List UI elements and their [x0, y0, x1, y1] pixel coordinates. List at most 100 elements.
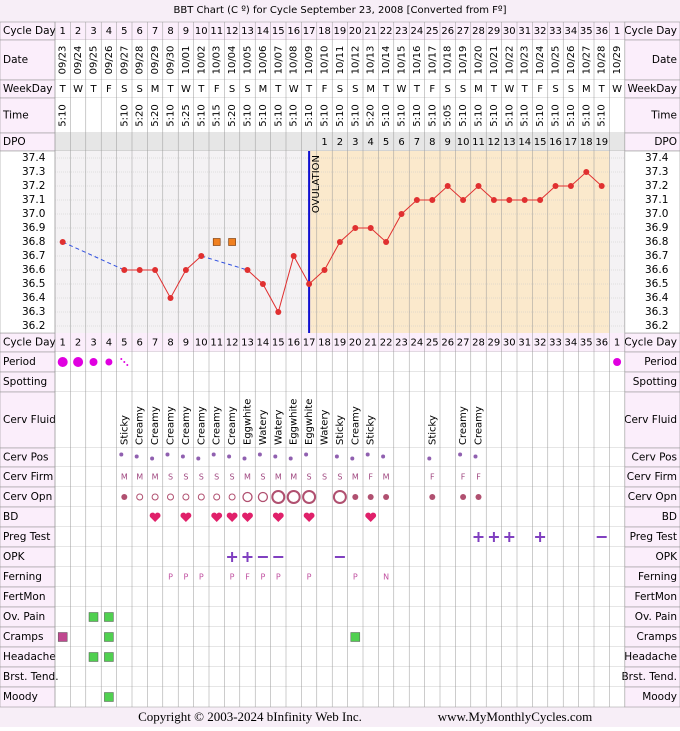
date: 10/24	[535, 46, 546, 75]
weekday: F	[214, 84, 220, 95]
date: 10/02	[196, 46, 207, 75]
cerv-firm: F	[461, 473, 466, 482]
dpo: 8	[429, 137, 435, 148]
weekday: W	[397, 84, 407, 95]
row-label: Preg Test	[630, 531, 677, 543]
cerv-pos-icon	[196, 456, 201, 461]
dpo: 11	[472, 137, 485, 148]
date: 09/26	[104, 46, 115, 75]
cerv-opn-icon	[302, 490, 317, 504]
cycle-day: 29	[488, 338, 501, 349]
ovulation-label: OVULATION	[311, 155, 322, 213]
row-bg	[55, 22, 625, 40]
excluded-point	[228, 238, 236, 246]
time: 5:25	[181, 104, 192, 126]
cycle-day: 9	[183, 338, 189, 349]
temperature-point	[537, 197, 544, 203]
cycle-day: 23	[395, 26, 408, 37]
dpo: 3	[352, 137, 358, 148]
cerv-fluid: Eggwhite	[289, 399, 300, 445]
time: 5:10	[397, 104, 408, 126]
symptom-icon	[104, 612, 114, 622]
y-tick-label: 36.8	[22, 236, 45, 248]
temperature-point	[552, 183, 559, 189]
date: 10/25	[551, 46, 562, 75]
cerv-opn-icon	[242, 491, 253, 503]
row-bg	[55, 647, 625, 667]
cerv-opn-icon	[332, 490, 347, 504]
time: 5:10	[304, 104, 315, 126]
row-label: Moody	[642, 691, 677, 703]
y-tick-label: 37.1	[22, 194, 45, 206]
opk-positive	[242, 552, 253, 562]
row-label: Ov. Pain	[3, 611, 45, 623]
time: 5:10	[335, 104, 346, 126]
cycle-day: 34	[565, 338, 578, 349]
row-label: BD	[662, 511, 677, 523]
row-label: DPO	[654, 136, 677, 148]
time: 5:20	[150, 104, 161, 126]
cerv-firm: M	[352, 473, 359, 482]
cerv-opn-icon	[182, 493, 190, 501]
bd-heart	[242, 512, 253, 522]
cerv-firm: F	[476, 473, 481, 482]
temperature-point	[444, 183, 451, 189]
time: 5:05	[443, 104, 454, 126]
time: 5:15	[212, 104, 223, 126]
cycle-day: 3	[90, 26, 96, 37]
row-label: Brst. Tend.	[621, 671, 677, 683]
time: 5:10	[350, 104, 361, 126]
y-tick-label: 36.8	[645, 236, 668, 248]
cycle-day: 29	[488, 26, 501, 37]
temperature-point	[567, 183, 574, 189]
cerv-opn-icon	[271, 490, 286, 504]
row-label: Period	[644, 356, 677, 368]
cycle-day: 28	[472, 26, 485, 37]
weekday: S	[460, 84, 466, 95]
weekday: S	[352, 84, 358, 95]
cerv-firm: S	[230, 473, 235, 482]
cerv-opn-icon	[383, 494, 390, 500]
cerv-pos-icon	[288, 456, 293, 461]
row-label: Time	[650, 110, 677, 122]
cycle-day: 9	[183, 26, 189, 37]
time: 5:10	[196, 104, 207, 126]
bd-heart	[180, 512, 192, 522]
cerv-firm: M	[383, 473, 390, 482]
temperature-point	[275, 309, 282, 315]
row-label: Cramps	[3, 631, 43, 643]
cycle-day: 21	[364, 26, 377, 37]
cerv-fluid: Eggwhite	[243, 399, 254, 445]
time: 5:10	[474, 104, 485, 126]
weekday: W	[289, 84, 299, 95]
y-tick-label: 37.3	[22, 166, 45, 178]
row-label: Moody	[3, 691, 38, 703]
row-label: Date	[3, 54, 28, 66]
temperature-point	[136, 267, 143, 273]
weekday: W	[73, 84, 83, 95]
cerv-fluid: Creamy	[227, 406, 238, 445]
cycle-day: 26	[441, 26, 454, 37]
cycle-day: 13	[241, 26, 254, 37]
cycle-day: 2	[75, 26, 81, 37]
cycle-day: 24	[411, 26, 424, 37]
time: 5:20	[366, 104, 377, 126]
time: 5:10	[58, 104, 69, 126]
cerv-opn-icon	[213, 493, 221, 501]
cerv-firm: M	[244, 473, 251, 482]
chart-title: BBT Chart (C º) for Cycle September 23, …	[173, 5, 506, 16]
dpo: 4	[368, 137, 374, 148]
cerv-fluid: Creamy	[458, 406, 469, 445]
cerv-pos-icon	[427, 456, 432, 461]
cycle-day: 13	[241, 338, 254, 349]
website[interactable]: www.MyMonthlyCycles.com	[438, 709, 592, 724]
ferning: P	[230, 573, 235, 582]
row-label: Cycle Day	[624, 25, 677, 37]
cerv-pos-icon	[304, 452, 309, 457]
date: 09/29	[150, 46, 161, 75]
temperature-point	[259, 281, 266, 287]
ferning: P	[307, 573, 312, 582]
temperature-point	[383, 239, 390, 245]
weekday: T	[166, 84, 174, 95]
